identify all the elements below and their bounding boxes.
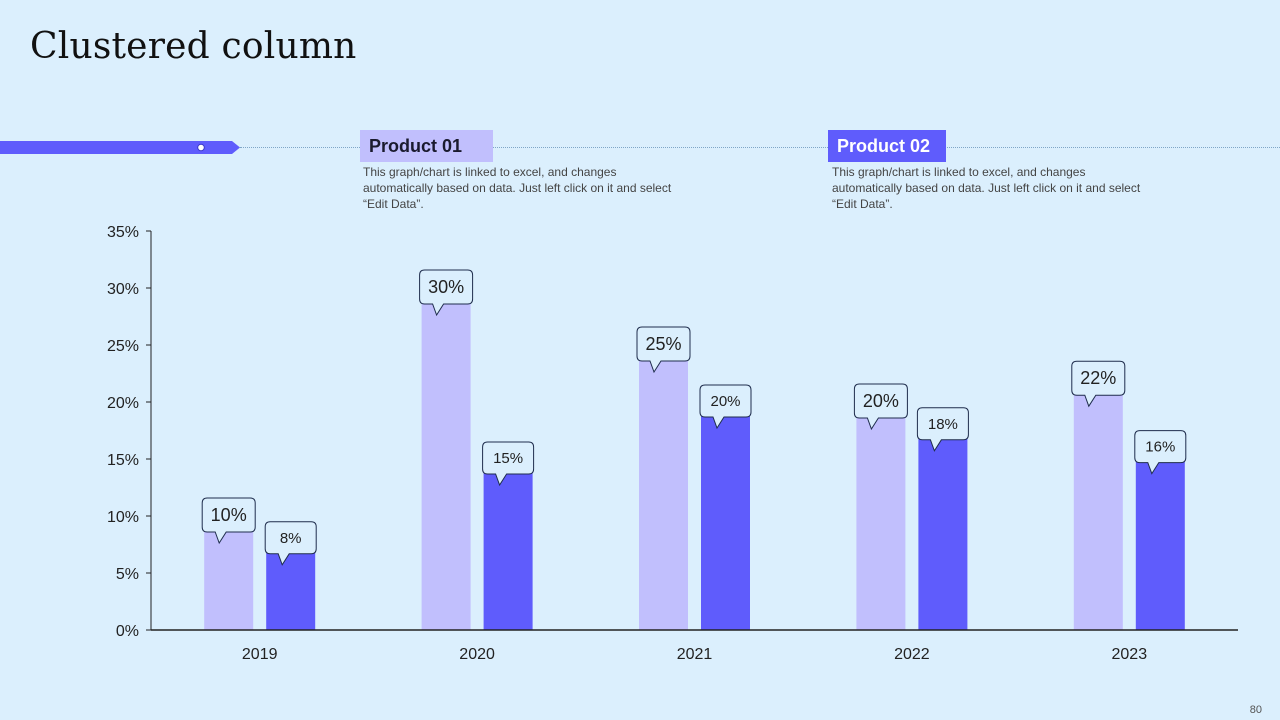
bar-product-02-2022 xyxy=(918,424,968,630)
product-01-tag: Product 01 xyxy=(360,130,493,162)
x-tick-label: 2019 xyxy=(242,646,278,663)
accent-progress-bar xyxy=(0,141,240,154)
product-01-description: This graph/chart is linked to excel, and… xyxy=(363,165,672,211)
product-02-description: This graph/chart is linked to excel, and… xyxy=(832,165,1141,211)
data-label: 15% xyxy=(493,450,523,467)
data-label: 25% xyxy=(645,334,681,354)
accent-bar-dot-icon xyxy=(197,143,205,152)
data-label: 20% xyxy=(710,393,740,410)
data-label-callout xyxy=(482,441,535,487)
bar-product-01-2019 xyxy=(204,516,254,630)
bar-product-01-2023 xyxy=(1073,379,1123,630)
data-label: 20% xyxy=(863,391,899,411)
data-label-callout xyxy=(264,521,317,566)
bar-product-02-2021 xyxy=(701,402,750,630)
y-tick-label: 15% xyxy=(107,452,139,469)
y-tick-label: 0% xyxy=(116,623,139,640)
bar-product-02-2023 xyxy=(1135,447,1185,630)
y-tick-label: 20% xyxy=(107,395,139,412)
bar-product-02-2020 xyxy=(483,459,533,630)
data-label-callout xyxy=(636,326,691,374)
header-divider xyxy=(240,147,1280,148)
y-tick-label: 25% xyxy=(107,338,139,355)
data-label-callout xyxy=(853,383,908,431)
data-label: 18% xyxy=(928,416,958,433)
x-tick-label: 2021 xyxy=(677,646,713,663)
bar-product-01-2020 xyxy=(421,288,471,630)
x-tick-label: 2020 xyxy=(459,646,495,663)
data-label: 10% xyxy=(211,505,247,525)
data-label: 30% xyxy=(428,277,464,297)
y-tick-label: 35% xyxy=(107,224,139,241)
y-tick-label: 30% xyxy=(107,281,139,298)
data-label: 8% xyxy=(280,530,302,547)
y-tick-label: 5% xyxy=(116,566,139,583)
x-tick-label: 2023 xyxy=(1112,646,1148,663)
data-label-callout xyxy=(916,407,969,452)
slide-title: Clustered column xyxy=(30,26,357,67)
bar-product-01-2022 xyxy=(856,402,906,630)
product-02-tag: Product 02 xyxy=(828,130,946,162)
data-label: 16% xyxy=(1145,439,1175,456)
data-label-callout xyxy=(201,497,256,545)
y-tick-label: 10% xyxy=(107,509,139,526)
page-number: 80 xyxy=(1249,704,1262,716)
data-label: 22% xyxy=(1080,368,1116,388)
data-label-callout xyxy=(699,384,752,430)
data-label-callout xyxy=(419,269,474,317)
data-label-callout xyxy=(1134,430,1187,475)
data-label-callout xyxy=(1071,360,1126,408)
x-tick-label: 2022 xyxy=(894,646,930,663)
bar-product-01-2021 xyxy=(639,345,688,630)
